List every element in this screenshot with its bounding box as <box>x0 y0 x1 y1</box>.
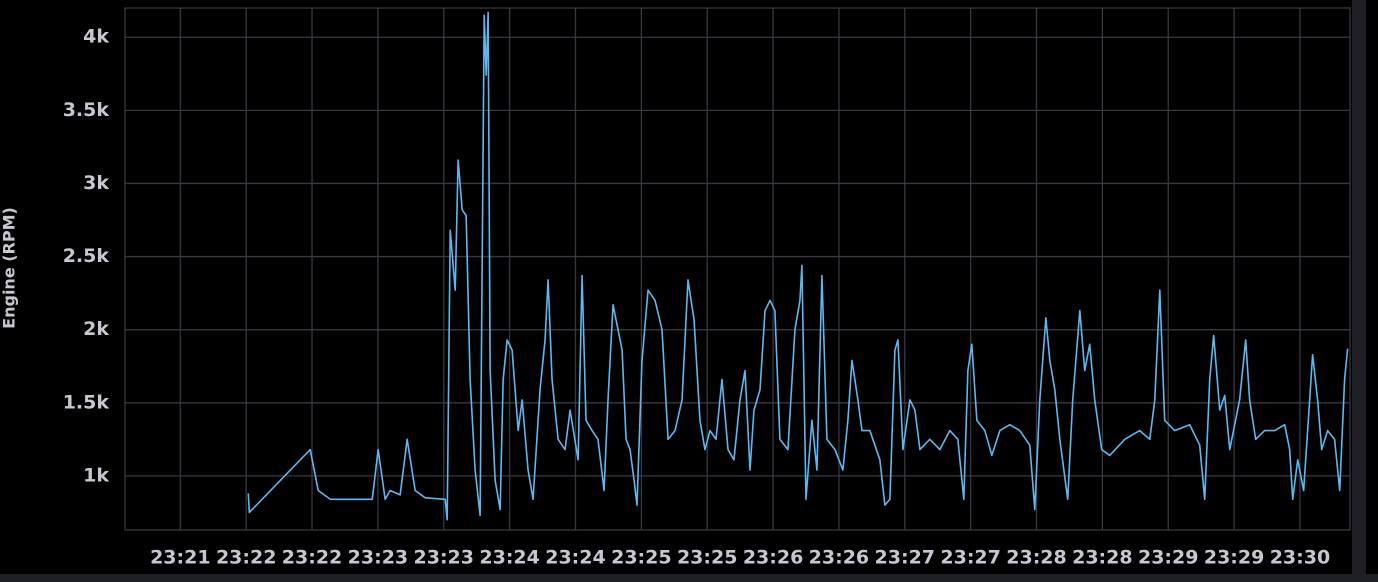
x-tick-label: 23:26 <box>743 547 803 569</box>
y-tick-label: 2k <box>83 318 109 340</box>
plot-frame <box>124 7 1351 531</box>
x-tick-label: 23:21 <box>150 547 210 569</box>
y-axis-label: Engine (RPM) <box>0 207 19 329</box>
x-tick-label: 23:29 <box>1138 547 1198 569</box>
y-tick-label: 2.5k <box>63 245 110 267</box>
bottom-strip <box>0 574 1378 582</box>
x-tick-label: 23:22 <box>282 547 342 569</box>
y-tick-label: 1k <box>83 464 109 486</box>
x-tick-label: 23:27 <box>940 547 1000 569</box>
x-tick-label: 23:30 <box>1270 547 1330 569</box>
x-tick-label: 23:28 <box>1006 547 1066 569</box>
x-tick-label: 23:27 <box>875 547 935 569</box>
x-tick-label: 23:26 <box>809 547 869 569</box>
y-tick-label: 4k <box>83 26 109 48</box>
x-tick-label: 23:28 <box>1072 547 1132 569</box>
x-tick-label: 23:23 <box>348 547 408 569</box>
x-tick-label: 23:24 <box>479 547 539 569</box>
y-tick-label: 1.5k <box>63 391 110 413</box>
x-tick-label: 23:22 <box>216 547 276 569</box>
x-tick-label: 23:29 <box>1204 547 1264 569</box>
y-tick-label: 3k <box>83 172 109 194</box>
side-strip <box>1352 0 1366 582</box>
x-tick-label: 23:23 <box>414 547 474 569</box>
y-tick-label: 3.5k <box>63 99 110 121</box>
data-line <box>247 11 1349 521</box>
x-tick-label: 23:25 <box>611 547 671 569</box>
x-tick-label: 23:24 <box>545 547 605 569</box>
x-tick-label: 23:25 <box>677 547 737 569</box>
